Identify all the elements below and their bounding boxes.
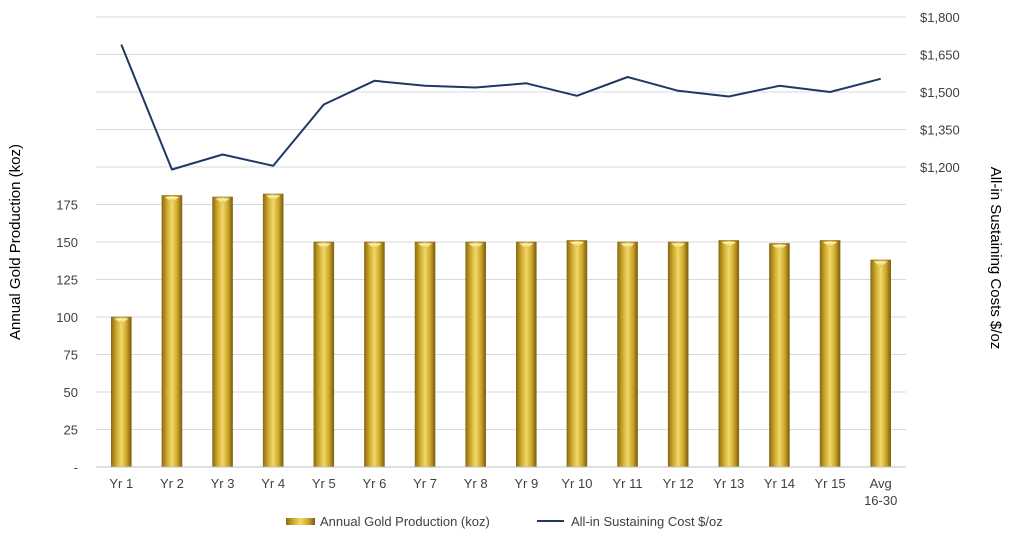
bar-highlight [569,242,584,248]
bar-body [566,240,588,468]
x-tick-label: Yr 2 [160,476,184,491]
bar [617,241,638,468]
right-tick-label: $1,200 [920,160,960,175]
bar-body [262,193,284,468]
x-tick-label: 16-30 [864,493,897,508]
bar [769,243,790,468]
legend: Annual Gold Production (koz) All-in Sust… [286,514,723,529]
x-tick-label: Yr 15 [815,476,846,491]
x-tick-label: Yr 13 [713,476,744,491]
bar-series [111,193,891,468]
right-axis-ticks: $1,200 $1,350 $1,500 $1,650 $1,800 [920,10,960,175]
bar-highlight [316,243,331,249]
bar [111,316,132,468]
bar-body [111,316,132,468]
bar [212,196,233,468]
bar-highlight [519,243,534,249]
aisc-line [120,44,881,171]
x-tick-label: Yr 12 [663,476,694,491]
bar-highlight [468,243,483,249]
bar [667,241,689,468]
x-axis-ticks: Yr 1 Yr 2 Yr 3 Yr 4 Yr 5 Yr 6 Yr 7 Yr 8 Yr 9 Yr 1… [109,476,897,508]
bar [161,195,183,468]
bar [516,241,537,468]
bar [566,240,588,468]
bar-body [516,241,537,468]
left-tick-label: 25 [64,423,78,438]
bar [718,240,740,468]
x-tick-label: Yr 14 [764,476,795,491]
bar-highlight [164,197,179,203]
bar-highlight [266,195,281,201]
bar-body [769,243,790,468]
bar [465,241,486,468]
bar-highlight [873,261,888,267]
bar [364,241,385,468]
bar [870,259,891,468]
bar-highlight [418,243,433,249]
x-tick-label: Avg [870,476,892,491]
bar-highlight [772,245,787,251]
x-tick-label: Yr 11 [613,476,643,491]
bar-highlight [721,242,736,248]
bar [313,241,335,468]
bar [262,193,284,468]
bar [819,240,841,468]
legend-bar-label: Annual Gold Production (koz) [320,514,490,529]
x-tick-label: Yr 4 [261,476,285,491]
legend-line-label: All-in Sustaining Cost $/oz [571,514,723,529]
left-tick-label: 50 [64,385,78,400]
bar-body [161,195,183,468]
left-tick-label: 150 [56,235,78,250]
bar-body [718,240,740,468]
x-tick-label: Yr 1 [109,476,133,491]
left-tick-label: 125 [56,273,78,288]
right-tick-label: $1,500 [920,85,960,100]
bar-highlight [620,243,635,249]
bar-highlight [823,242,838,248]
bar-highlight [367,243,382,249]
x-tick-label: Yr 8 [464,476,488,491]
left-tick-label: 175 [56,198,78,213]
left-tick-label: - [74,460,78,475]
bar-highlight [114,318,129,324]
left-axis-ticks: - 25 50 75 100 125 150 175 [56,198,78,476]
x-tick-label: Yr 3 [211,476,235,491]
bar [414,241,436,468]
right-tick-label: $1,800 [920,10,960,25]
line-series [120,44,881,171]
bar-body [465,241,486,468]
bar-body [870,259,891,468]
bar-body [819,240,841,468]
x-tick-label: Yr 6 [363,476,387,491]
right-axis-title: All-in Sustaining Costs $/oz [987,167,1004,350]
bar-body [414,241,436,468]
bar-body [212,196,233,468]
x-tick-label: Yr 5 [312,476,336,491]
right-tick-label: $1,350 [920,123,960,138]
legend-bar-swatch [286,518,315,525]
x-tick-label: Yr 9 [514,476,538,491]
bar-highlight [671,243,686,249]
x-tick-label: Yr 10 [561,476,592,491]
left-tick-label: 100 [56,310,78,325]
bar-body [364,241,385,468]
bar-highlight [215,198,230,204]
bar-body [313,241,335,468]
x-tick-label: Yr 7 [413,476,437,491]
left-axis-title: Annual Gold Production (koz) [7,144,24,340]
bar-body [667,241,689,468]
right-tick-label: $1,650 [920,48,960,63]
bar-body [617,241,638,468]
left-tick-label: 75 [64,348,78,363]
